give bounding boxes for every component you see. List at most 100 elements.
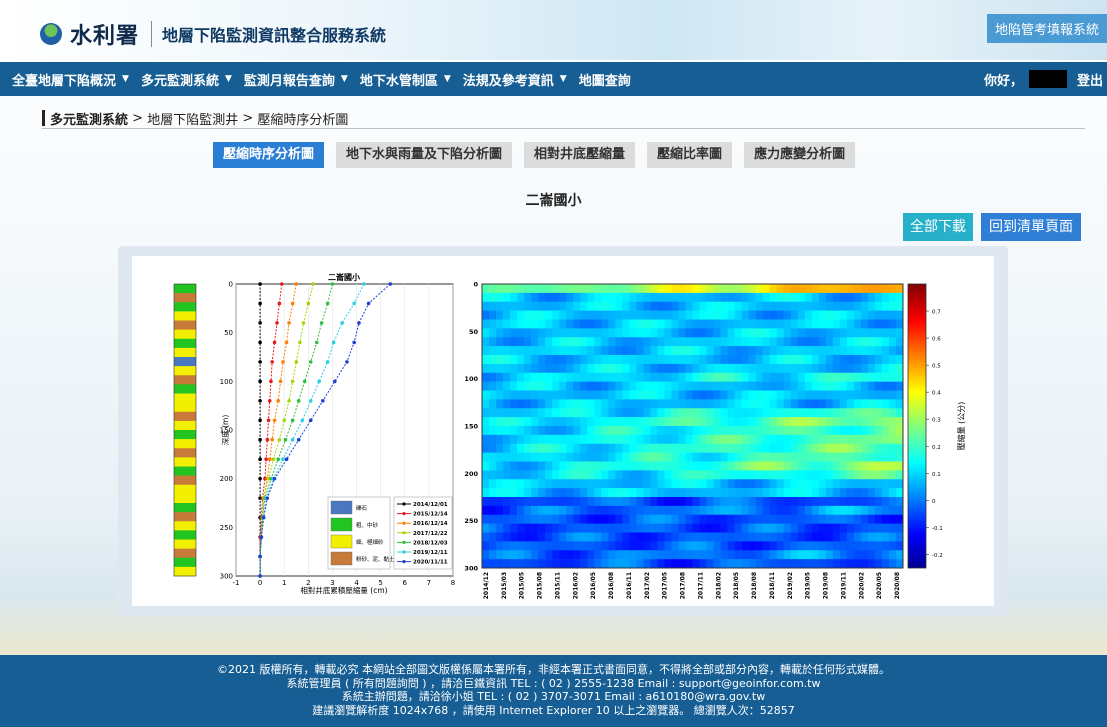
heatmap-cell: [615, 452, 623, 462]
nav-item-monitoring[interactable]: 多元監測系統 ▼: [140, 73, 232, 89]
heatmap-cell: [594, 284, 602, 294]
heatmap-cell: [524, 426, 532, 436]
heatmap-cell: [895, 541, 904, 551]
heatmap-cell: [706, 390, 714, 400]
nav-item-overview[interactable]: 全臺地層下陷概況 ▼: [12, 73, 129, 89]
heatmap-cell: [741, 372, 749, 382]
heatmap-cell: [727, 372, 735, 382]
breadcrumb-wells[interactable]: 地層下陷監測井: [147, 112, 239, 128]
heatmap-cell: [503, 523, 511, 533]
heatmap-cell: [650, 479, 658, 489]
heatmap-cell: [573, 559, 581, 569]
heatmap-cell: [517, 408, 525, 418]
heatmap-cell: [594, 523, 602, 533]
heatmap-cell: [762, 523, 770, 533]
heatmap-cell: [545, 328, 553, 338]
heatmap-cell: [524, 284, 532, 294]
heatmap-cell: [811, 408, 820, 418]
heatmap-cell: [685, 363, 693, 374]
heatmap-cell: [699, 381, 707, 391]
heatmap-cell: [685, 381, 693, 391]
heatmap-cell: [636, 443, 644, 453]
heatmap-cell: [531, 390, 539, 400]
heatmap-cell: [804, 372, 813, 382]
heatmap-cell: [748, 505, 756, 516]
heatmap-cell: [573, 355, 581, 365]
heatmap-cell: [622, 479, 630, 489]
heatmap-cell: [664, 497, 672, 507]
nav-item-monthly-report[interactable]: 監測月報告查詢 ▼: [243, 73, 348, 89]
tab-compression-ratio[interactable]: 壓縮比率圖: [647, 142, 733, 168]
heatmap-cell: [874, 301, 883, 311]
heatmap-cell: [720, 532, 728, 542]
heatmap-cell: [559, 559, 567, 569]
heatmap-cell: [741, 328, 749, 338]
heatmap-cell: [783, 417, 792, 427]
heatmap-cell: [776, 372, 785, 382]
heatmap-cell: [790, 497, 799, 507]
series-legend-marker: [402, 540, 406, 544]
heatmap-cell: [706, 408, 714, 418]
heatmap-cell: [629, 479, 637, 489]
heatmap-cell: [846, 301, 855, 311]
lithology-layer: [174, 548, 196, 559]
heatmap-cell: [650, 541, 658, 551]
user-area: 你好， 登出: [984, 62, 1103, 96]
profile-data-point: [258, 282, 262, 286]
heatmap-cell: [860, 355, 869, 365]
heatmap-cell: [580, 452, 588, 462]
heatmap-cell: [867, 408, 876, 418]
heatmap-cell: [615, 381, 623, 391]
heatmap-cell: [538, 363, 546, 374]
heatmap-cell: [601, 310, 609, 320]
nav-item-regulations[interactable]: 法規及參考資訊 ▼: [462, 73, 567, 89]
heatmap-cell: [608, 292, 616, 303]
tab-relative-compression[interactable]: 相對井底壓縮量: [524, 142, 636, 168]
heatmap-cell: [762, 310, 770, 320]
heatmap-cell: [503, 497, 511, 507]
tab-stress-strain[interactable]: 應力應變分析圖: [744, 142, 856, 168]
lithology-layer: [174, 338, 196, 349]
heatmap-cell: [853, 284, 862, 294]
profile-data-point: [317, 379, 321, 384]
nav-item-groundwater-zone[interactable]: 地下水管制區 ▼: [359, 73, 451, 89]
nav-item-map[interactable]: 地圖查詢: [578, 73, 631, 89]
back-to-list-button[interactable]: 回到清單頁面: [981, 213, 1081, 241]
heatmap-cell: [622, 301, 630, 311]
logout-link[interactable]: 登出: [1076, 73, 1103, 89]
heatmap-cell: [783, 426, 792, 436]
tab-compression-timeseries[interactable]: 壓縮時序分析圖: [213, 142, 325, 168]
heatmap-cell: [699, 319, 707, 329]
heatmap-cell: [734, 505, 742, 516]
heatmap-cell: [825, 514, 834, 524]
profile-data-point: [301, 321, 306, 325]
heatmap-cell: [846, 408, 855, 418]
heatmap-cell: [853, 372, 862, 382]
greeting-text: 你好，: [983, 73, 1023, 89]
heatmap-cell: [650, 426, 658, 436]
tab-groundwater-rainfall[interactable]: 地下水與雨量及下陷分析圖: [336, 142, 513, 168]
heatmap-cell: [692, 346, 700, 356]
heatmap-cell: [517, 523, 525, 533]
series-legend-marker: [402, 502, 406, 506]
heatmap-cell: [587, 434, 595, 445]
heatmap-cell: [727, 452, 735, 462]
download-all-button[interactable]: 全部下載: [903, 213, 973, 241]
heatmap-cell: [720, 426, 728, 436]
breadcrumb-monitoring[interactable]: 多元監測系統: [50, 112, 129, 128]
heatmap-cell: [664, 505, 672, 516]
heatmap-cell: [685, 310, 693, 320]
heatmap-cell: [566, 328, 574, 338]
heatmap-cell: [517, 479, 525, 489]
heatmap-cell: [720, 514, 728, 524]
site-logo[interactable]: 水利署 地層下陷監測資訊整合服務系統: [40, 18, 386, 50]
profile-series-line: [259, 283, 297, 576]
profile-data-point: [287, 399, 291, 403]
profile-x-tick-label: 0: [258, 579, 262, 587]
heatmap-cell: [636, 479, 644, 489]
heatmap-cell: [608, 514, 616, 524]
heatmap-cell: [888, 381, 897, 391]
management-report-link[interactable]: 地陷管考填報系統: [986, 14, 1107, 43]
heatmap-cell: [846, 372, 855, 382]
